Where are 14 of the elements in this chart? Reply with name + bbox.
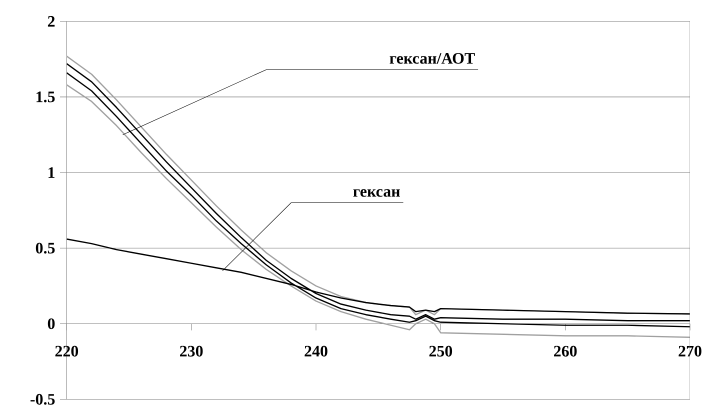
y-tick-label: 0	[48, 318, 55, 330]
y-tick-label: 1.5	[36, 92, 55, 102]
y-tick-label: -0.5	[30, 394, 55, 405]
x-tick-label: 230	[180, 346, 203, 357]
x-tick-label: 240	[304, 346, 328, 357]
x-tick-label: 270	[678, 346, 702, 357]
y-tick-label: 2	[48, 16, 55, 27]
x-tick-label: 250	[429, 346, 452, 357]
x-tick-label: 220	[55, 346, 78, 357]
annotation: гексан/АОТ	[390, 53, 475, 64]
annotation: гексан	[353, 189, 400, 197]
y-tick-label: 0.5	[36, 242, 55, 254]
x-tick-label: 260	[554, 346, 577, 357]
y-tick-label: 1	[48, 167, 54, 178]
